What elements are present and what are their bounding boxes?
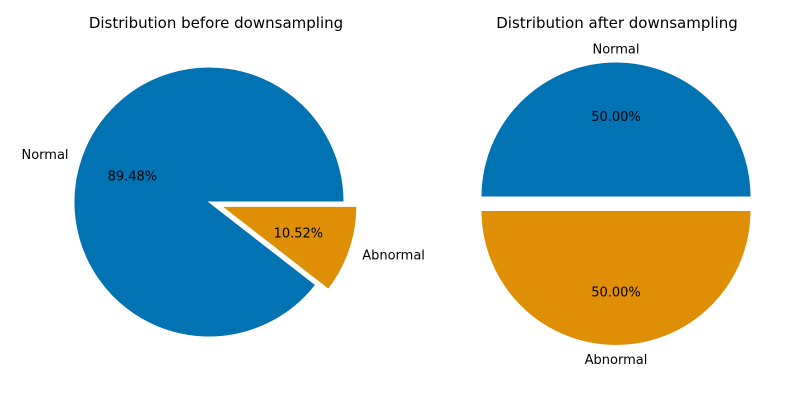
slice-label-abnormal: Abnormal	[362, 249, 425, 264]
chart-title-after: Distribution after downsampling	[496, 14, 738, 32]
pie-slice-abnormal	[220, 205, 358, 290]
slice-label-abnormal: Abnormal	[585, 353, 648, 368]
percent-label-normal: 50.00%	[591, 110, 641, 125]
pie-slice-normal	[73, 66, 345, 338]
slice-label-normal: Normal	[21, 148, 68, 163]
percent-label-normal: 89.48%	[108, 170, 158, 185]
percent-label-abnormal: 10.52%	[274, 227, 324, 242]
pie-after: Normal 50.00% Abnormal 50.00%	[480, 43, 752, 368]
pie-before: Normal 89.48% Abnormal 10.52%	[21, 66, 425, 338]
pie-slice-abnormal	[480, 210, 752, 346]
chart-title-before: Distribution before downsampling	[89, 14, 343, 32]
pie-slice-normal	[480, 61, 752, 198]
percent-label-abnormal: 50.00%	[591, 286, 641, 301]
slice-label-normal: Normal	[592, 43, 639, 58]
